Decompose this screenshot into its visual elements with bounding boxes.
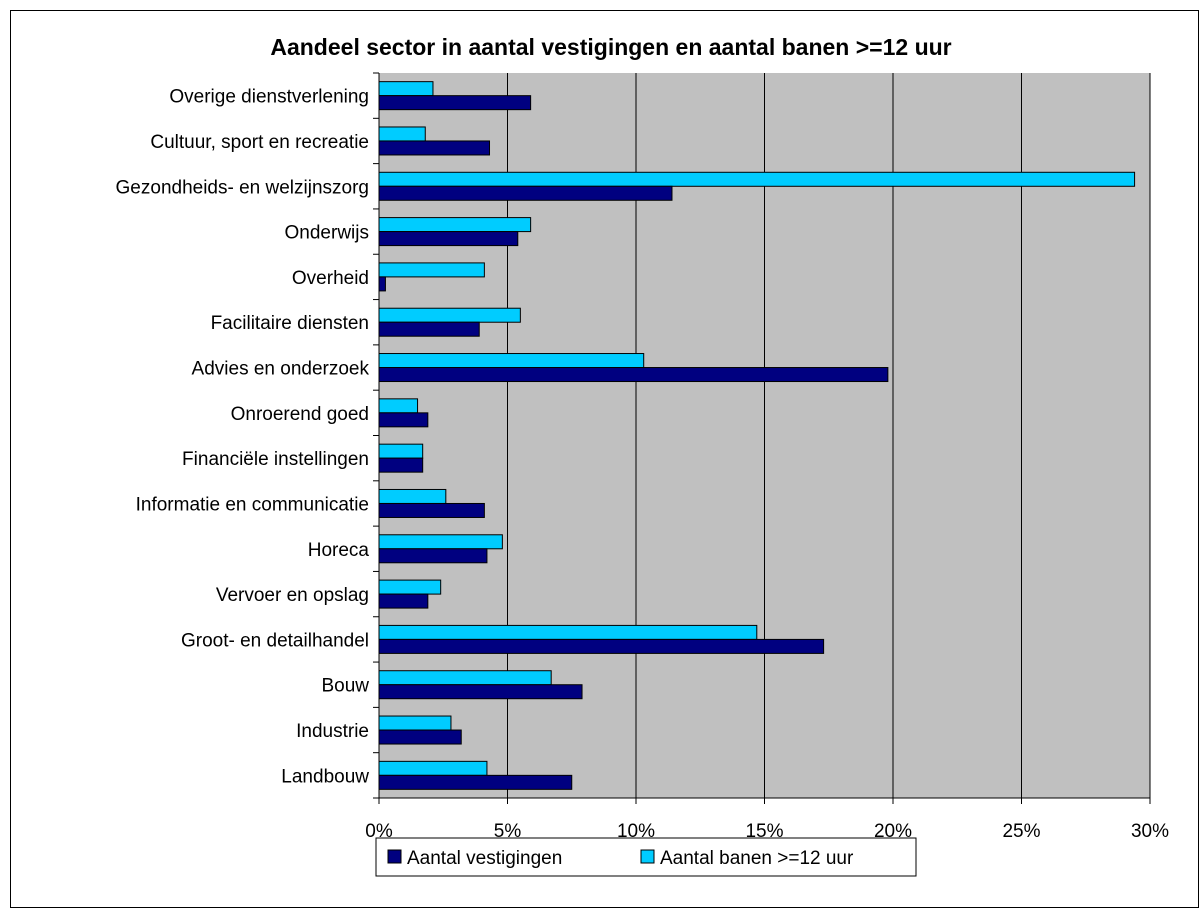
- bar-banen: [378, 670, 552, 686]
- x-tick-label: 30%: [1131, 821, 1169, 842]
- bar-banen: [378, 715, 452, 731]
- category-label: Advies en onderzoek: [192, 359, 370, 380]
- x-tick-label: 25%: [1002, 821, 1040, 842]
- chart-title: Aandeel sector in aantal vestigingen en …: [270, 34, 951, 60]
- x-tick-label: 20%: [874, 821, 912, 842]
- bar-banen: [378, 171, 1136, 187]
- category-label: Cultuur, sport en recreatie: [150, 132, 369, 153]
- category-label: Groot- en detailhandel: [181, 630, 369, 651]
- category-label: Informatie en communicatie: [136, 494, 369, 515]
- bar-vestigingen: [378, 95, 532, 111]
- bar-vestigingen: [378, 593, 429, 609]
- x-tick-label: 10%: [617, 821, 655, 842]
- legend: Aantal vestigingen Aantal banen >=12 uur: [375, 837, 917, 877]
- category-label: Onroerend goed: [231, 404, 369, 425]
- bar-vestigingen: [378, 231, 519, 247]
- bar-vestigingen: [378, 684, 583, 700]
- category-label: Bouw: [321, 676, 369, 697]
- bar-banen: [378, 534, 503, 550]
- legend-label: Aantal vestigingen: [407, 848, 562, 869]
- category-label: Overheid: [292, 268, 369, 289]
- plot-area: Landbouw Industrie Bouw Groot- en detailhan…: [116, 72, 1169, 842]
- category-label: Financiële instellingen: [182, 449, 369, 470]
- category-label: Facilitaire diensten: [211, 313, 369, 334]
- bar-vestigingen: [378, 729, 462, 745]
- bar-vestigingen: [378, 276, 386, 292]
- bar-banen: [378, 624, 758, 640]
- x-tick-label: 0%: [365, 821, 393, 842]
- bar-vestigingen: [378, 548, 488, 564]
- bar-banen: [378, 579, 442, 595]
- bar-banen: [378, 307, 521, 323]
- x-tick-label: 5%: [494, 821, 522, 842]
- bar-banen: [378, 760, 488, 776]
- bar-vestigingen: [378, 140, 491, 156]
- bar-vestigingen: [378, 321, 480, 337]
- bar-banen: [378, 217, 532, 233]
- category-label: Vervoer en opslag: [216, 585, 369, 606]
- bar-vestigingen: [378, 367, 889, 383]
- bar-vestigingen: [378, 412, 429, 428]
- bar-vestigingen: [378, 502, 485, 518]
- legend-swatch: [387, 849, 402, 864]
- chart-frame: Aandeel sector in aantal vestigingen en …: [10, 10, 1199, 908]
- bar-banen: [378, 81, 434, 97]
- legend-swatch: [640, 849, 655, 864]
- bar-vestigingen: [378, 185, 673, 201]
- x-tick-label: 15%: [745, 821, 783, 842]
- bar-banen: [378, 443, 424, 459]
- bar-vestigingen: [378, 774, 573, 790]
- bar-banen: [378, 262, 485, 278]
- category-label: Horeca: [308, 540, 370, 561]
- category-label: Gezondheids- en welzijnszorg: [116, 177, 369, 198]
- chart-svg: Aandeel sector in aantal vestigingen en …: [116, 34, 1169, 877]
- bar-banen: [378, 353, 645, 369]
- bar-vestigingen: [378, 638, 825, 654]
- category-label: Industrie: [296, 721, 369, 742]
- category-label: Overige dienstverlening: [169, 87, 369, 108]
- category-label: Onderwijs: [285, 223, 369, 244]
- bar-banen: [378, 126, 426, 142]
- bar-vestigingen: [378, 457, 424, 473]
- legend-label: Aantal banen >=12 uur: [660, 848, 854, 869]
- bar-banen: [378, 488, 447, 504]
- bar-banen: [378, 398, 419, 414]
- category-label: Landbouw: [281, 766, 369, 787]
